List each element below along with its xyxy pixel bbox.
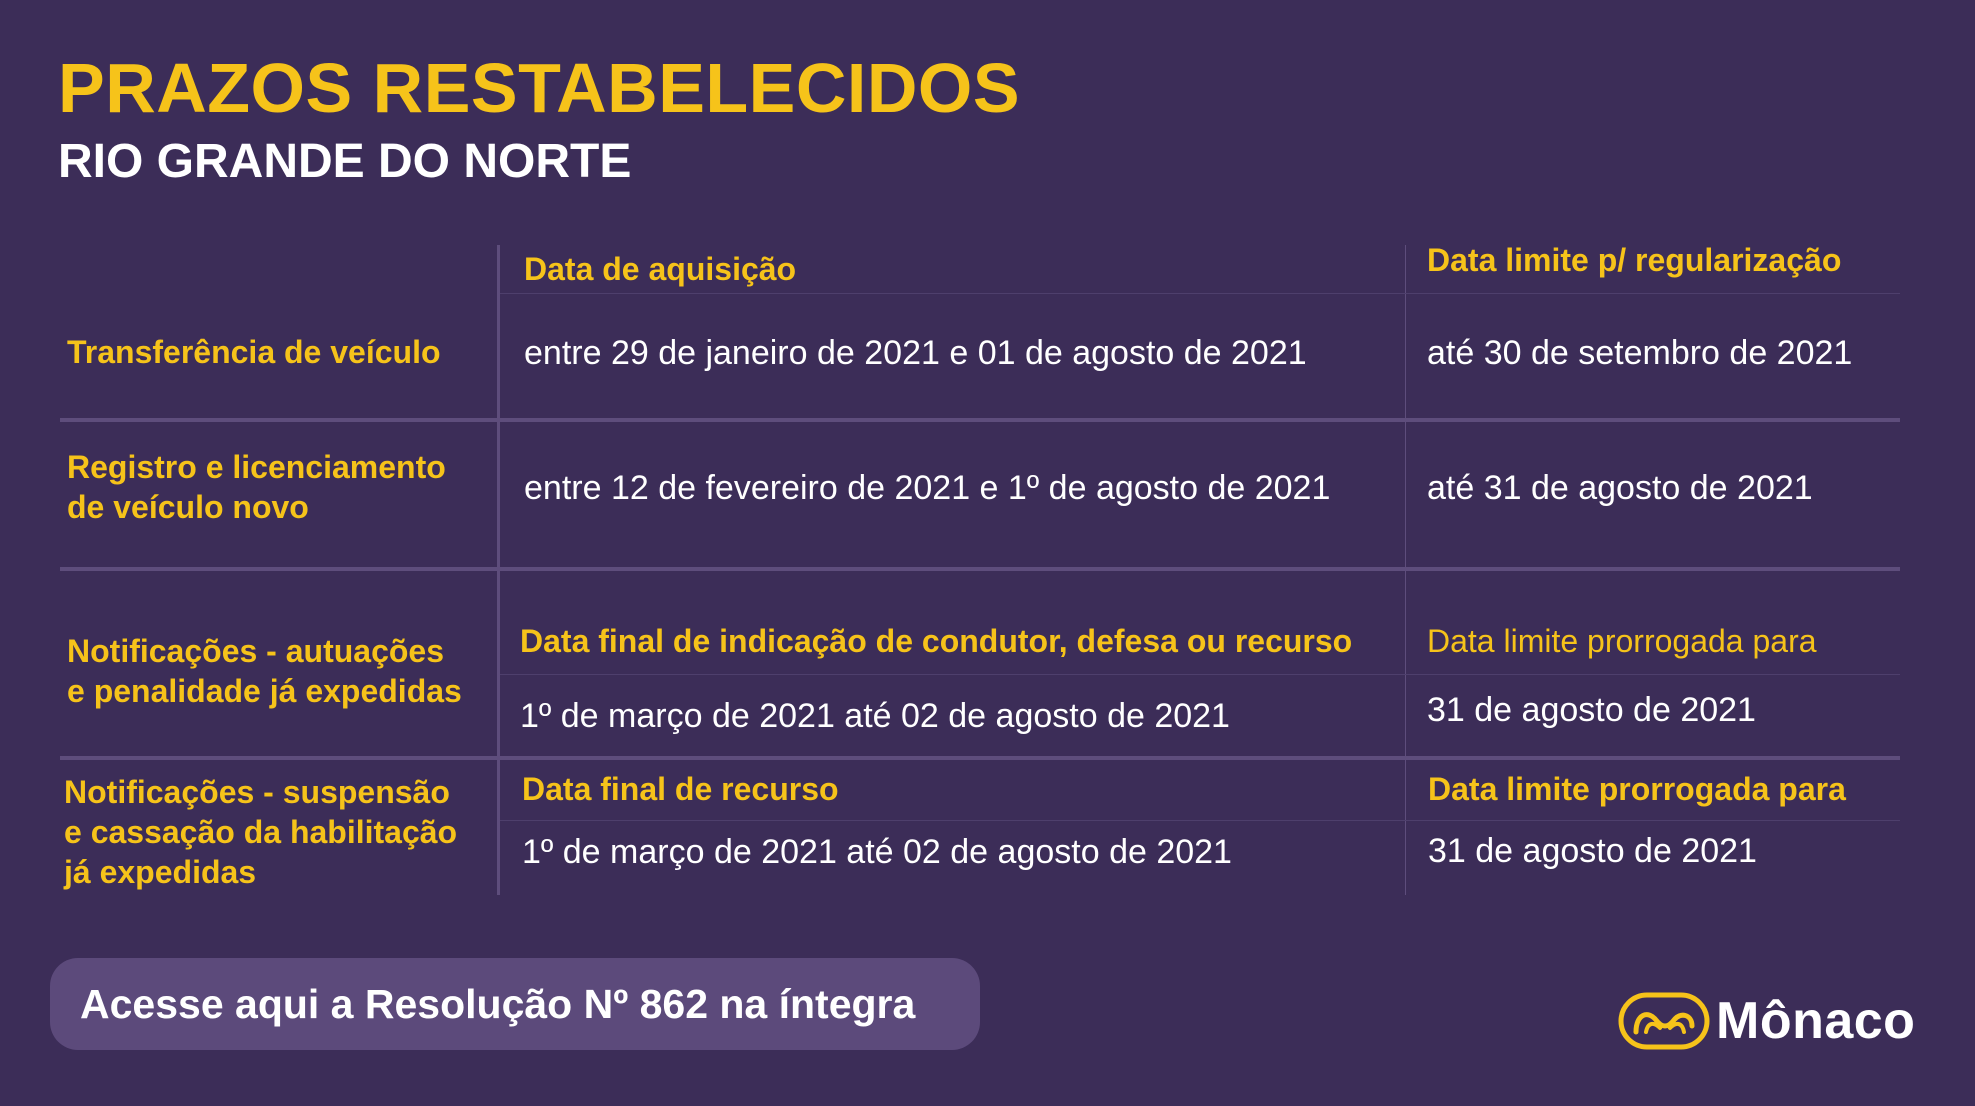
monaco-logo-icon xyxy=(1618,992,1710,1050)
page-title: PRAZOS RESTABELECIDOS xyxy=(58,49,1021,127)
row-suspension-subheader-col3: Data limite prorrogada para xyxy=(1428,771,1846,807)
row-label-notifications-line1: Notificações - autuações xyxy=(67,633,444,669)
header-divider xyxy=(500,293,1900,294)
logo-text: Mônaco xyxy=(1716,992,1916,1050)
row4-inner-divider xyxy=(500,820,1900,821)
row-divider-2 xyxy=(60,567,1900,571)
column-header-deadline: Data limite p/ regularização xyxy=(1427,242,1842,278)
row-notifications-deadline: 31 de agosto de 2021 xyxy=(1427,691,1756,729)
row-label-notifications-line2: e penalidade já expedidas xyxy=(67,673,462,709)
row-notifications-subheader-col2: Data final de indicação de condutor, def… xyxy=(520,623,1353,659)
column-header-acquisition: Data de aquisição xyxy=(524,251,797,287)
row-registration-deadline: até 31 de agosto de 2021 xyxy=(1427,469,1813,507)
row-divider-1 xyxy=(60,418,1900,422)
row-label-suspension-line3: já expedidas xyxy=(64,854,257,890)
row-suspension-subheader-col2: Data final de recurso xyxy=(522,771,839,807)
monaco-logo: Mônaco xyxy=(1618,990,1915,1052)
row-divider-3 xyxy=(60,756,1900,760)
row-notifications-subheader-col3: Data limite prorrogada para xyxy=(1427,623,1817,659)
row-notifications-acquisition: 1º de março de 2021 até 02 de agosto de … xyxy=(520,697,1230,735)
row-label-registration-line1: Registro e licenciamento xyxy=(67,449,446,485)
row-suspension-deadline: 31 de agosto de 2021 xyxy=(1428,832,1757,870)
page-subtitle: RIO GRANDE DO NORTE xyxy=(58,135,632,188)
row-transfer-deadline: até 30 de setembro de 2021 xyxy=(1427,334,1853,372)
deadlines-table: Data de aquisição Data limite p/ regular… xyxy=(60,242,1900,895)
row-registration-acquisition: entre 12 de fevereiro de 2021 e 1º de ag… xyxy=(524,469,1331,507)
resolution-link-button[interactable]: Acesse aqui a Resolução Nº 862 na íntegr… xyxy=(50,958,980,1050)
row-label-transfer: Transferência de veículo xyxy=(67,334,441,370)
row-transfer-acquisition: entre 29 de janeiro de 2021 e 01 de agos… xyxy=(524,334,1307,372)
row-label-suspension-line2: e cassação da habilitação xyxy=(64,814,458,850)
row3-inner-divider xyxy=(500,674,1900,675)
row-suspension-acquisition: 1º de março de 2021 até 02 de agosto de … xyxy=(522,833,1232,871)
row-label-registration-line2: de veículo novo xyxy=(67,489,309,525)
row-label-suspension-line1: Notificações - suspensão xyxy=(64,774,450,810)
